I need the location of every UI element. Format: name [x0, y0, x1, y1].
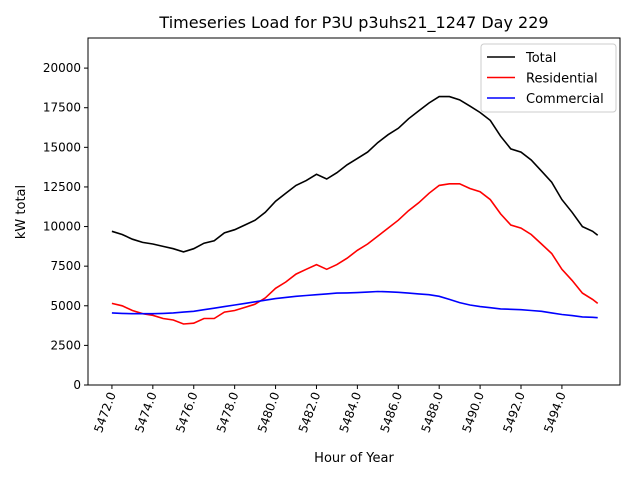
y-tick-label: 20000: [43, 61, 81, 75]
x-tick-label: 5482.0: [296, 390, 324, 434]
legend-box: [480, 43, 617, 113]
legend-label: Commercial: [526, 92, 604, 107]
plot-frame: [87, 37, 621, 386]
y-tick-label: 0: [73, 378, 81, 392]
series-line-commercial: [111, 290, 598, 319]
legend-label: Total: [525, 51, 556, 66]
x-tick-label: 5480.0: [255, 390, 283, 434]
series-line-total: [111, 95, 599, 253]
x-tick-label: 5472.0: [91, 390, 119, 434]
y-tick-label: 2500: [50, 338, 81, 352]
y-tick-label: 7500: [50, 259, 81, 273]
x-tick-label: 5494.0: [541, 390, 569, 434]
series-line-residential: [111, 183, 599, 325]
y-tick-label: 5000: [50, 299, 81, 313]
chart-title: Timeseries Load for P3U p3uhs21_1247 Day…: [158, 13, 548, 33]
y-tick-label: 17500: [43, 101, 81, 115]
x-tick-label: 5484.0: [337, 390, 365, 434]
x-tick-label: 5478.0: [214, 390, 242, 434]
x-axis-label: Hour of Year: [314, 451, 394, 466]
legend-label: Residential: [526, 72, 598, 87]
y-tick-label: 12500: [43, 180, 81, 194]
x-tick-label: 5486.0: [378, 390, 406, 434]
y-tick-label: 10000: [43, 220, 81, 234]
x-tick-label: 5490.0: [459, 390, 487, 434]
x-tick-label: 5474.0: [132, 390, 160, 434]
y-axis-label: kW total: [14, 185, 29, 239]
legend: Total Residential Commercial: [480, 43, 617, 113]
x-tick-label: 5488.0: [418, 390, 446, 434]
x-tick-label: 5492.0: [500, 390, 528, 434]
y-tick-label: 15000: [43, 140, 81, 154]
x-tick-label: 5476.0: [173, 390, 201, 434]
